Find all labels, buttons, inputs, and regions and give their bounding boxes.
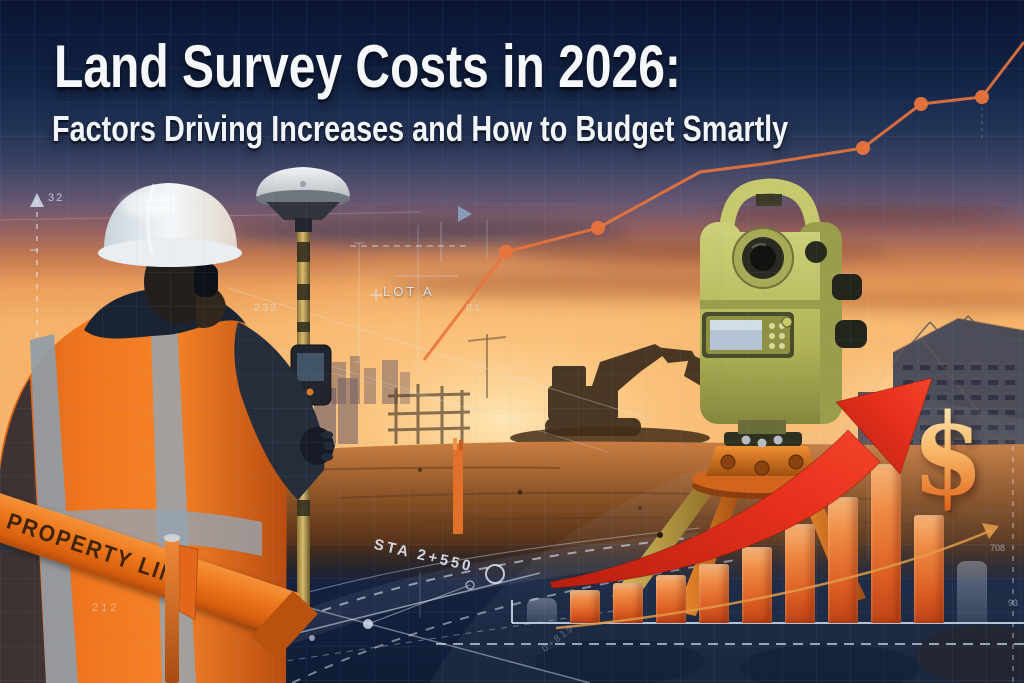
property-line-tape: PROPERTY LINE bbox=[0, 488, 301, 639]
city-silhouette bbox=[262, 356, 410, 444]
instrument-display bbox=[702, 312, 794, 358]
lot-label: LOT A bbox=[383, 284, 435, 299]
cost-bar bbox=[871, 464, 901, 623]
collar bbox=[84, 288, 246, 339]
property-line-label: PROPERTY LINE bbox=[3, 507, 196, 594]
beard bbox=[196, 285, 226, 328]
cost-bar bbox=[785, 524, 815, 623]
play-marker-icon bbox=[458, 206, 472, 222]
measure-label-01: 0.1 bbox=[466, 303, 480, 314]
safety-vest bbox=[0, 296, 287, 683]
data-collector bbox=[290, 344, 332, 406]
page-subtitle: Factors Driving Increases and How to Bud… bbox=[52, 108, 789, 149]
page-title: Land Survey Costs in 2026: bbox=[54, 33, 681, 100]
excavator-silhouette bbox=[510, 344, 710, 449]
dollar-sign: $ bbox=[912, 390, 984, 521]
cost-bar bbox=[613, 583, 643, 623]
cost-bar bbox=[527, 598, 557, 623]
hard-hat bbox=[98, 183, 242, 267]
ear-protection bbox=[194, 264, 218, 297]
trend-node bbox=[975, 90, 989, 104]
north-arrow-icon bbox=[30, 193, 44, 207]
sta-node-circle bbox=[485, 564, 505, 584]
arm bbox=[234, 322, 325, 500]
carry-handle bbox=[718, 178, 822, 243]
cost-bar bbox=[828, 497, 858, 623]
scaffold-silhouette bbox=[387, 334, 507, 444]
trend-node bbox=[591, 221, 605, 235]
trend-node bbox=[914, 97, 928, 111]
gps-antenna-icon bbox=[256, 167, 350, 232]
cloud-streaks bbox=[230, 204, 1024, 329]
elevation-label-212: 212 bbox=[92, 602, 120, 614]
cost-bar bbox=[656, 575, 686, 623]
head bbox=[144, 240, 216, 324]
survey-stake bbox=[453, 438, 463, 534]
cost-bar bbox=[570, 590, 600, 623]
cost-bar bbox=[914, 515, 944, 623]
cost-bar bbox=[699, 564, 729, 623]
cost-bar bbox=[742, 547, 772, 623]
elevation-label-232: 232 bbox=[254, 302, 279, 314]
telescope-lens bbox=[742, 237, 784, 279]
cost-bar bbox=[957, 561, 987, 623]
station-label: STA 2+550 bbox=[372, 536, 476, 576]
elevation-label-32: 32 bbox=[48, 192, 65, 204]
hand bbox=[300, 427, 334, 465]
trend-node bbox=[499, 245, 513, 259]
number-label-93: 93 bbox=[1008, 598, 1019, 608]
number-label-708: 708 bbox=[990, 543, 1006, 553]
gps-pole bbox=[234, 167, 350, 623]
trend-node bbox=[856, 141, 870, 155]
plat-station-label: 0+819 bbox=[540, 622, 577, 655]
